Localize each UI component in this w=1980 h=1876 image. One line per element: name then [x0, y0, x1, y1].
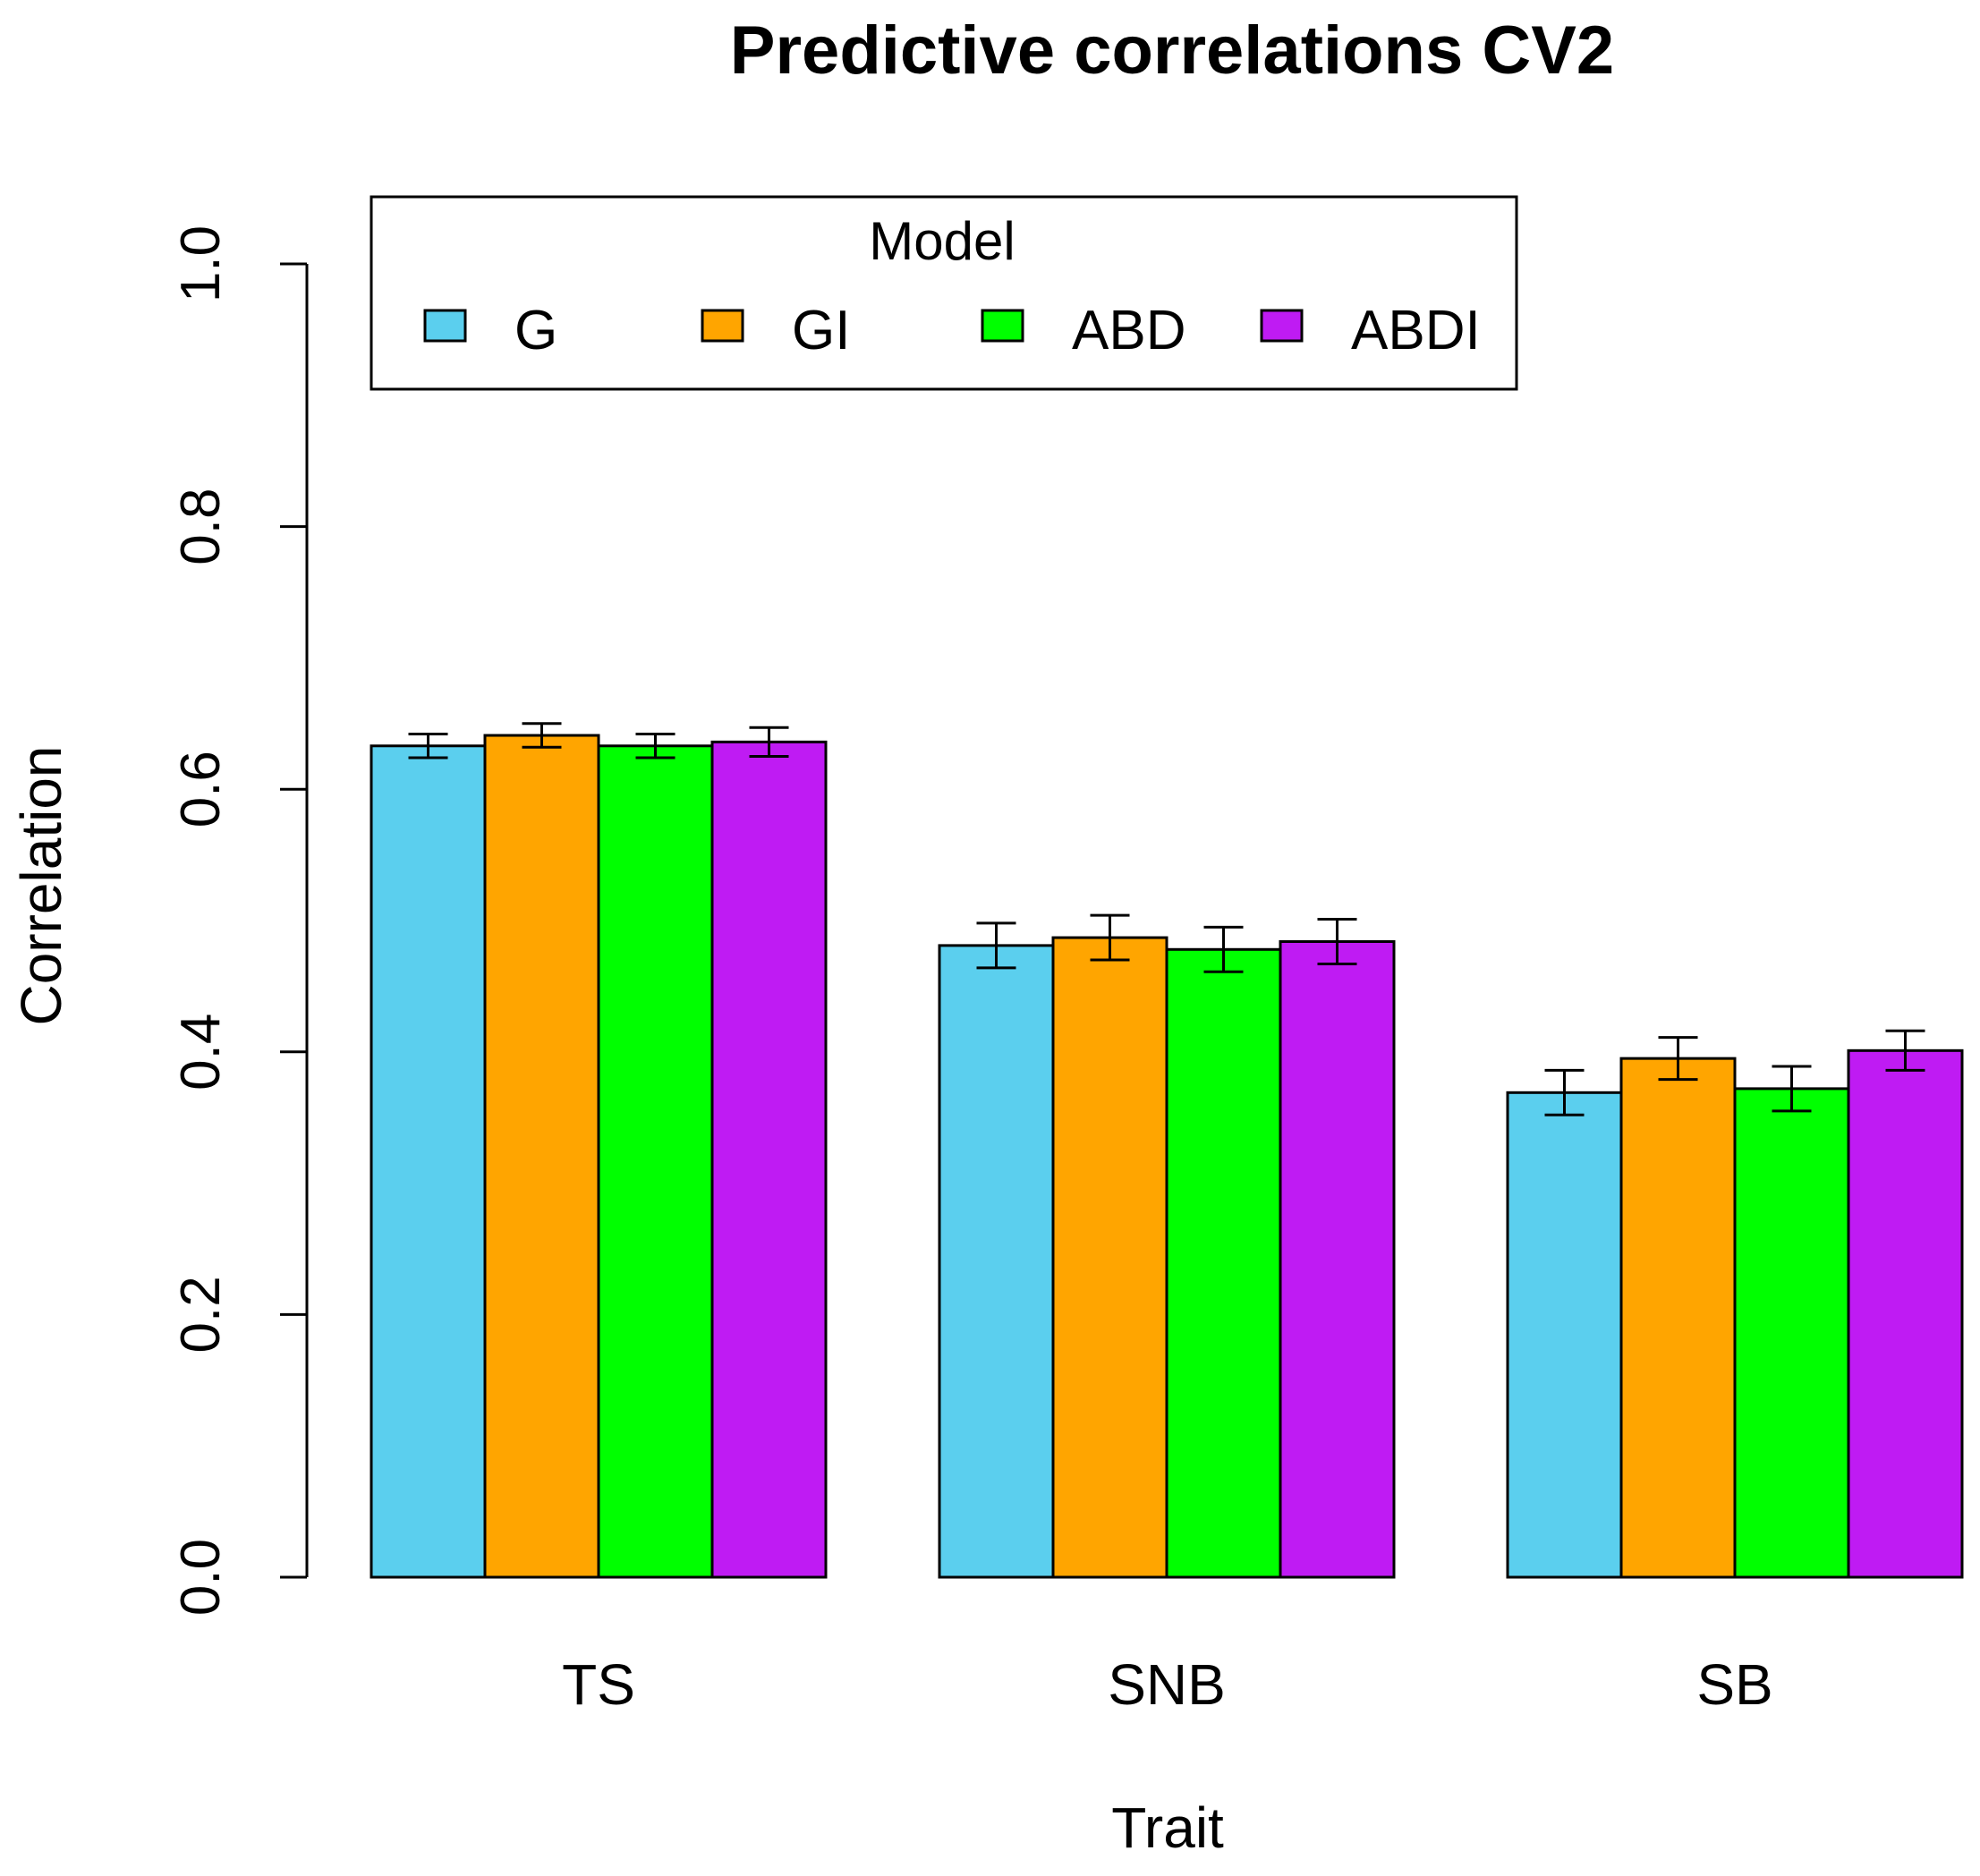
bar-SNB-G	[938, 944, 1055, 1579]
y-tick-label: 1.0	[170, 225, 232, 302]
chart-title: Predictive correlations CV2	[730, 13, 1614, 89]
legend-label-G: G	[514, 300, 557, 361]
legend-items: G GI ABD ABDI	[423, 300, 1481, 361]
bar-SB-G	[1506, 1091, 1623, 1579]
y-tick-label: 0.0	[170, 1539, 232, 1616]
bar-TS-ABD	[597, 744, 714, 1579]
bar-SB-ABD	[1733, 1087, 1850, 1579]
bar-SB-ABDI	[1847, 1048, 1964, 1579]
bar-SNB-ABDI	[1279, 939, 1396, 1579]
legend-swatch-GI	[701, 309, 744, 343]
legend-label-ABD: ABD	[1072, 300, 1185, 361]
legend: Model G GI ABD ABDI	[370, 195, 1518, 391]
y-tick-label: 0.6	[170, 751, 232, 828]
bar-SNB-GI	[1051, 936, 1168, 1579]
y-axis: 0.0 0.2 0.4 0.6 0.8 1.0	[170, 225, 309, 1616]
category-label-TS: TS	[562, 1652, 635, 1717]
legend-swatch-G	[423, 309, 467, 343]
y-axis-label: Correlation	[9, 745, 73, 1025]
legend-title: Model	[869, 211, 1015, 271]
bar-SNB-ABD	[1165, 947, 1282, 1579]
bar-TS-ABDI	[710, 740, 828, 1579]
y-tick-label: 0.4	[170, 1014, 232, 1091]
x-axis-label: Trait	[1111, 1795, 1224, 1860]
category-label-SNB: SNB	[1108, 1652, 1226, 1717]
legend-box	[370, 195, 1518, 391]
bar-TS-GI	[483, 734, 600, 1579]
legend-label-ABDI: ABDI	[1351, 300, 1481, 361]
error-bars	[408, 722, 1925, 1116]
legend-swatch-ABD	[981, 309, 1024, 343]
category-labels: TS SNB SB	[562, 1652, 1773, 1717]
bar-SB-GI	[1619, 1057, 1737, 1579]
bar-TS-G	[370, 744, 487, 1579]
y-tick-label: 0.2	[170, 1276, 232, 1353]
category-label-SB: SB	[1696, 1652, 1772, 1717]
y-tick-label: 0.8	[170, 488, 232, 564]
legend-swatch-ABDI	[1260, 309, 1304, 343]
legend-label-GI: GI	[792, 300, 850, 361]
bar-groups	[370, 734, 1964, 1579]
